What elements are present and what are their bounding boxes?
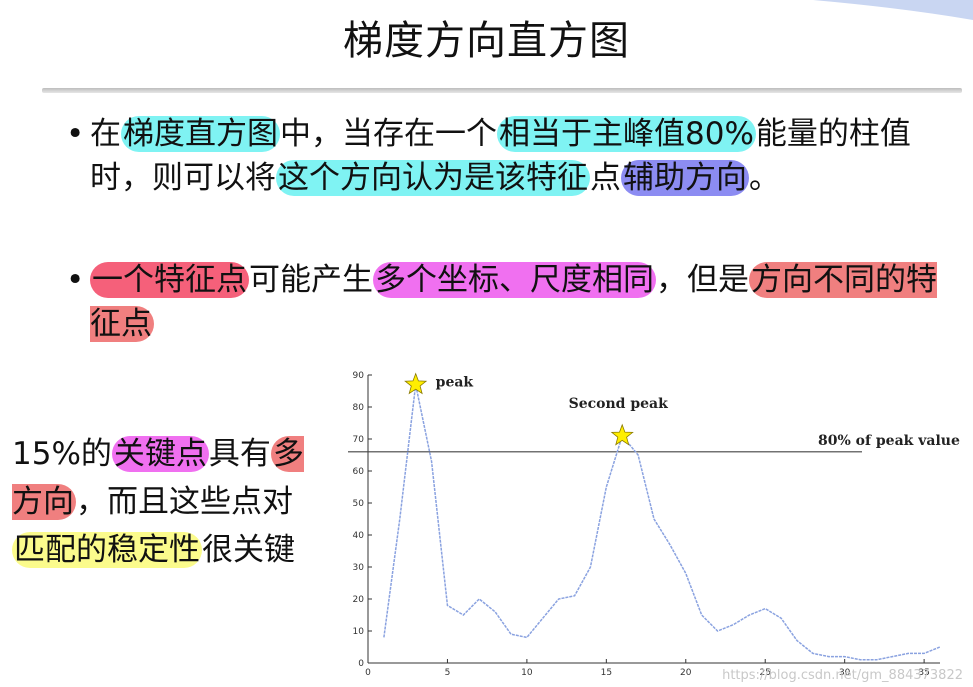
highlight-segment: 关键点 <box>111 436 209 472</box>
highlight-segment: 辅助方向 <box>621 160 749 196</box>
x-tick-label: 5 <box>445 668 451 678</box>
orientation-histogram-chart: 0 10 20 30 40 50 60 70 80 90 0 5 10 15 20 25 30 35 80% of … <box>340 365 973 687</box>
text-segment: ，而且这些点对 <box>76 484 293 520</box>
peak-label: peak <box>436 375 474 391</box>
y-tick-label: 40 <box>353 531 365 541</box>
highlight-segment: 相当于主峰值80% <box>497 116 756 152</box>
watermark: https://blog.csdn.net/gm_884373822 <box>722 668 963 683</box>
peak-label: Second peak <box>569 396 668 412</box>
chart-background <box>340 365 973 687</box>
bullet-1-text: 在梯度直方图中，当存在一个相当于主峰值80%能量的柱值时，则可以将这个方向认为是… <box>90 112 946 200</box>
slide-title: 梯度方向直方图 <box>343 18 630 64</box>
series-line <box>383 384 941 661</box>
threshold-label: 80% of peak value <box>818 433 960 449</box>
x-tick-label: 15 <box>601 668 612 678</box>
x-tick-label: 10 <box>521 668 533 678</box>
y-tick-label: 50 <box>353 499 365 509</box>
bullet-2: • 一个特征点可能产生多个坐标、尺度相同，但是方向不同的特征点 <box>66 258 946 346</box>
y-tick-label: 80 <box>353 403 365 413</box>
title-divider <box>42 88 962 93</box>
y-tick-label: 30 <box>353 563 365 573</box>
y-tick-label: 0 <box>358 659 364 669</box>
y-tick-label: 90 <box>353 371 365 381</box>
x-tick-label: 25 <box>759 668 770 678</box>
highlight-segment: 匹配的稳定性 <box>12 532 202 568</box>
bullet-1: • 在梯度直方图中，当存在一个相当于主峰值80%能量的柱值时，则可以将这个方向认… <box>66 112 946 200</box>
bullet-2-text: 一个特征点可能产生多个坐标、尺度相同，但是方向不同的特征点 <box>90 258 946 346</box>
text-segment: 点 <box>590 160 621 196</box>
bullet-marker: • <box>66 262 85 298</box>
text-segment: 在 <box>90 116 121 152</box>
x-tick-label: 30 <box>839 668 851 678</box>
text-segment: 能量的柱值时，则可以将 <box>90 116 911 196</box>
y-tick-label: 20 <box>353 595 365 605</box>
bullet-marker: • <box>66 116 85 152</box>
x-tick-label: 35 <box>918 668 929 678</box>
y-tick-label: 70 <box>353 435 365 445</box>
peak-star-icon <box>610 423 634 446</box>
side-note: 15%的关键点具有多方向，而且这些点对匹配的稳定性很关键 <box>12 430 312 574</box>
peak-star-icon <box>404 372 428 395</box>
text-segment: 很关键 <box>202 532 295 568</box>
text-segment: 可能产生 <box>249 262 373 298</box>
text-segment: 15%的 <box>12 436 112 472</box>
text-segment: 。 <box>749 160 780 196</box>
x-tick-label: 20 <box>680 668 692 678</box>
x-tick-label: 0 <box>365 668 371 678</box>
corner-decoration <box>813 0 973 20</box>
text-segment: ，但是 <box>656 262 749 298</box>
text-segment: 中，当存在一个 <box>280 116 497 152</box>
text-segment: 具有 <box>208 436 271 472</box>
highlight-segment: 一个特征点 <box>90 262 249 298</box>
y-tick-label: 10 <box>353 627 365 637</box>
highlight-segment: 梯度直方图 <box>121 116 280 152</box>
highlight-segment: 这个方向认为是该特征 <box>276 160 590 196</box>
y-tick-label: 60 <box>353 467 365 477</box>
highlight-segment: 多个坐标、尺度相同 <box>373 262 656 298</box>
